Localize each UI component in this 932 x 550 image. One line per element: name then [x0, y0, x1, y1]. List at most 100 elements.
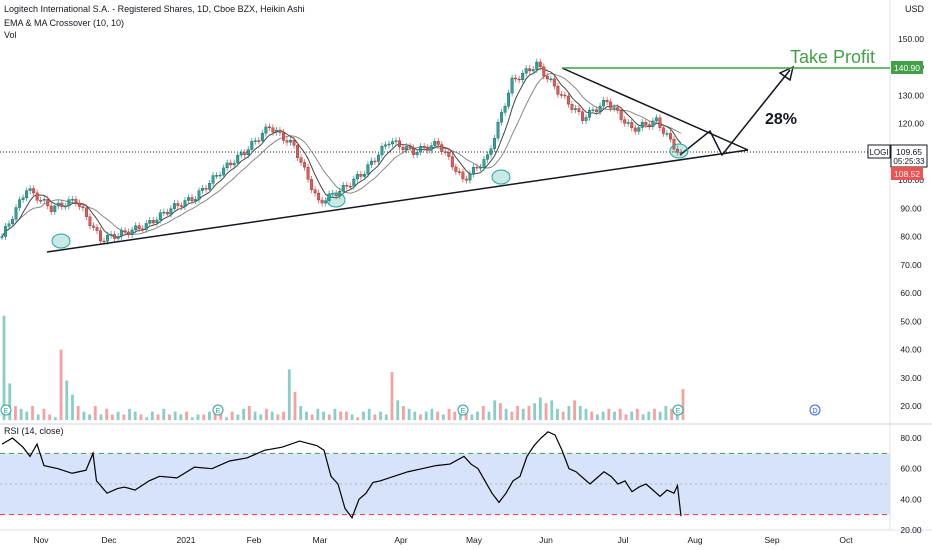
candle	[172, 203, 176, 209]
volume-bar	[402, 406, 405, 421]
candle	[299, 157, 303, 163]
candle	[556, 85, 560, 95]
candle	[232, 162, 236, 166]
candle	[116, 236, 120, 239]
volume-bar	[499, 403, 502, 421]
candle	[616, 107, 620, 111]
candle	[229, 162, 233, 166]
volume-bar	[664, 406, 668, 421]
volume-bar	[561, 411, 565, 421]
candle	[208, 183, 212, 190]
candle	[542, 66, 546, 77]
candle	[359, 174, 363, 177]
candle	[633, 127, 637, 132]
low-price-tag[interactable]: 108.52	[891, 167, 923, 180]
candle	[144, 223, 148, 230]
candle	[70, 199, 74, 201]
volume-bar	[190, 417, 194, 421]
last-price-tag[interactable]: 109.65 05:25:33	[890, 144, 928, 168]
candle	[475, 166, 479, 169]
volume-bar	[196, 414, 200, 421]
price-pane[interactable]: 150.00140.00130.00120.00110.00100.0090.0…	[0, 0, 932, 531]
candle	[7, 223, 11, 227]
time-tick-label: Aug	[687, 535, 702, 545]
volume-bar	[356, 417, 360, 421]
take-profit-label: Take Profit	[790, 47, 875, 67]
candle	[137, 225, 141, 229]
candle	[552, 78, 556, 87]
candle	[570, 104, 574, 110]
candle	[35, 192, 39, 201]
candle	[190, 197, 194, 202]
volume-bar	[185, 411, 188, 421]
svg-text:E: E	[461, 408, 466, 415]
candle	[49, 205, 53, 212]
candle	[517, 78, 521, 81]
volume-bar	[441, 414, 445, 421]
candle	[384, 144, 387, 147]
candle	[503, 106, 507, 113]
candle	[391, 141, 394, 145]
candle	[218, 174, 222, 177]
candle	[274, 129, 278, 133]
candle	[84, 207, 88, 217]
candle	[471, 166, 475, 175]
price-tick-label: 30.00	[900, 373, 922, 383]
volume-bar	[19, 408, 23, 421]
candle	[324, 200, 328, 204]
dividend-marker[interactable]: D	[809, 404, 821, 416]
volume-bar	[521, 408, 525, 421]
candle	[88, 216, 92, 227]
candle	[320, 199, 324, 204]
indicator-legend[interactable]: EMA & MA Crossover (10, 10)	[4, 18, 125, 28]
time-tick-label: Jul	[618, 535, 629, 545]
rsi-legend[interactable]: RSI (14, close)	[4, 426, 64, 436]
rsi-pane[interactable]: 80.00 60.00 40.00 20.00 RSI (14, close)	[0, 426, 922, 535]
candle	[482, 159, 486, 168]
candle	[394, 140, 398, 142]
earnings-marker[interactable]: E	[0, 404, 12, 416]
symbol-tag[interactable]: LOGI	[867, 144, 891, 159]
rsi-axis: 80.00 60.00 40.00 20.00	[900, 433, 922, 535]
touch-circle	[326, 192, 346, 208]
candle	[538, 61, 542, 67]
price-tick-label: 130.00	[898, 90, 924, 100]
earnings-marker[interactable]: E	[212, 404, 224, 416]
volume-bar	[447, 408, 451, 421]
candle	[151, 220, 155, 224]
earnings-marker[interactable]: E	[672, 404, 684, 416]
candle	[253, 140, 257, 142]
candle	[545, 76, 549, 80]
gain-label: 28%	[765, 111, 797, 128]
time-tick-label: Apr	[394, 535, 407, 545]
volume-bar	[481, 406, 485, 421]
candle	[496, 122, 500, 139]
candle	[109, 234, 113, 236]
volume-bar	[48, 414, 52, 421]
candle	[201, 188, 204, 191]
svg-text:108.52: 108.52	[894, 169, 920, 179]
candle	[454, 166, 458, 172]
candle	[602, 100, 606, 107]
candle	[619, 110, 623, 120]
rsi-line	[1, 431, 682, 519]
take-profit-price-tag[interactable]: 140.90	[891, 61, 923, 74]
candle	[440, 144, 444, 152]
candle	[584, 117, 588, 121]
volume-legend[interactable]: Vol	[4, 30, 17, 40]
volume-bar	[601, 411, 605, 421]
volume-bar	[647, 411, 651, 421]
candle	[285, 140, 289, 143]
candle	[197, 190, 201, 200]
candle	[28, 188, 32, 191]
candle	[380, 146, 384, 156]
candle	[222, 167, 226, 176]
candle	[612, 107, 616, 109]
earnings-marker[interactable]: E	[457, 404, 469, 416]
price-tick-label: 60.00	[900, 288, 922, 298]
volume-bar	[573, 400, 576, 421]
currency-label[interactable]: USD	[904, 4, 924, 14]
volume-bar	[53, 417, 57, 421]
candle	[296, 145, 299, 158]
